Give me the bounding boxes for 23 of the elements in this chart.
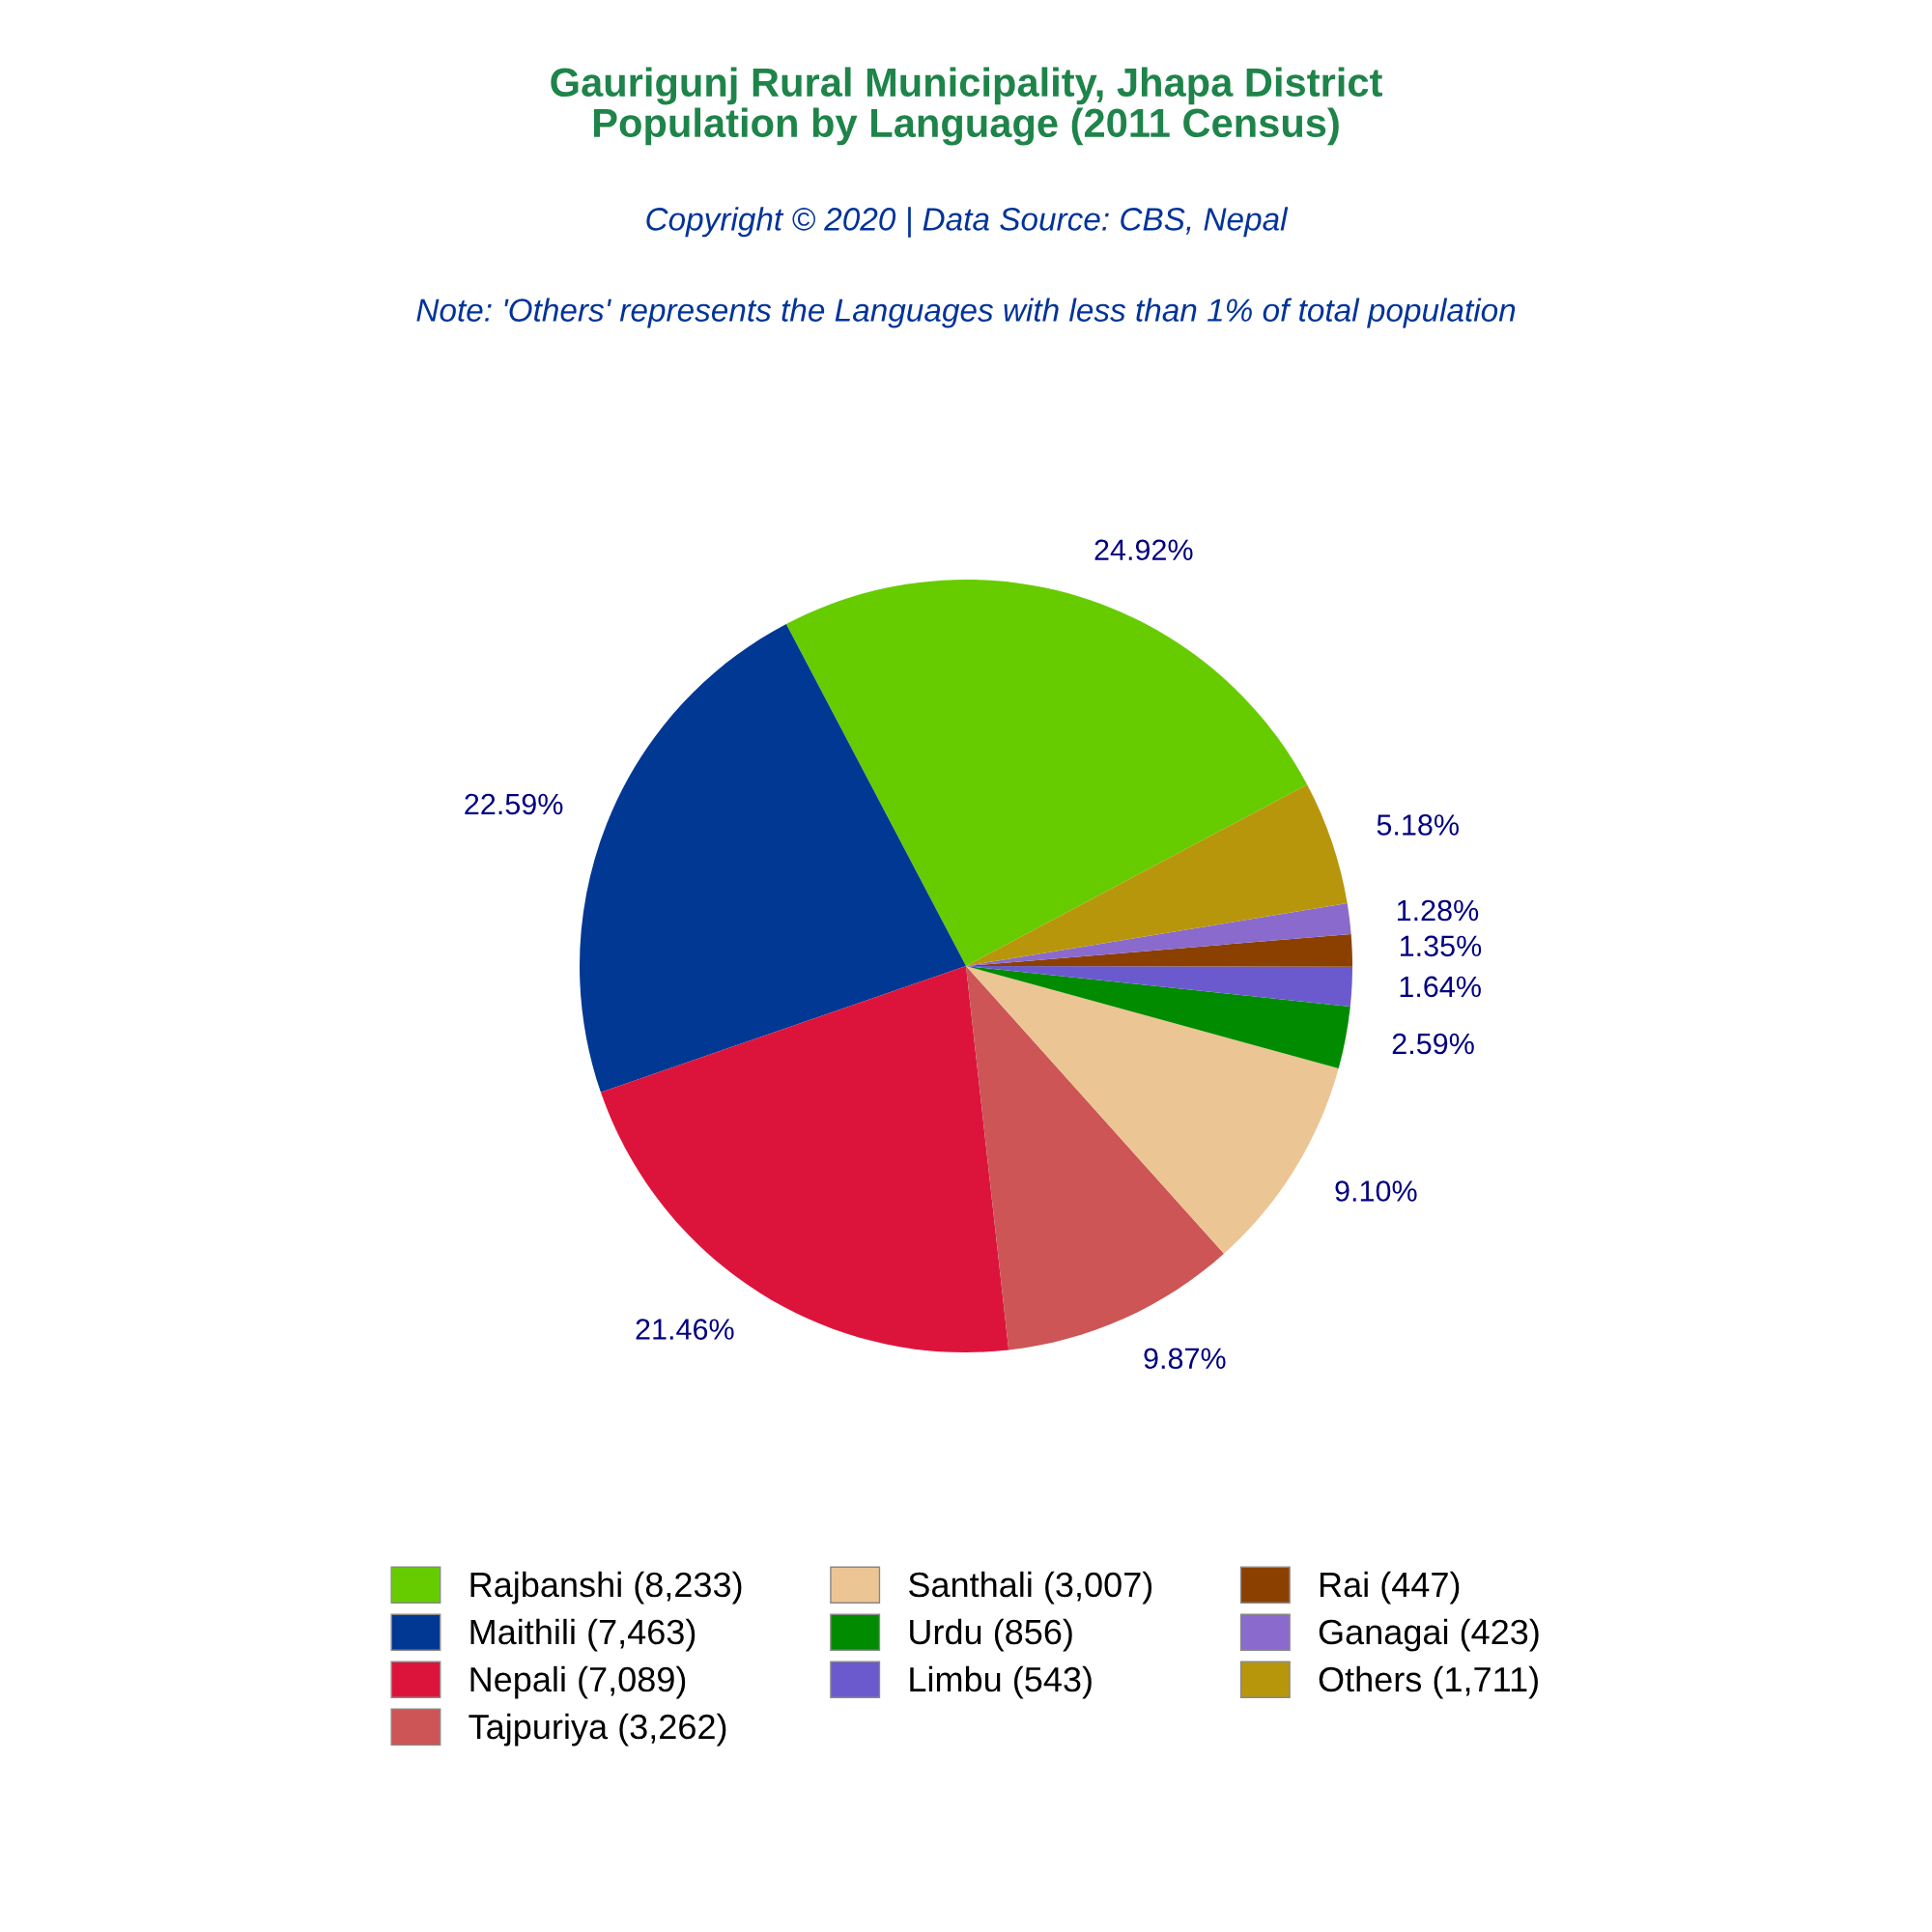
data-label: 1.35% bbox=[1400, 935, 1482, 957]
legend-label: Santhali (3,007) bbox=[908, 1571, 1152, 1605]
legend-label: Nepali (7,089) bbox=[470, 1665, 686, 1699]
legend-label: Rajbanshi (8,233) bbox=[470, 1571, 742, 1605]
text: Note: 'Others' represents the Languages with less than 1% of total population bbox=[416, 298, 1516, 328]
chart-subtitle: Copyright © 2020 | Data Source: CBS, Nepal bbox=[646, 207, 1289, 238]
legend-label: Others (1,711) bbox=[1319, 1665, 1538, 1699]
legend-label: Rai (447) bbox=[1320, 1571, 1460, 1605]
legend-label: Ganagai (423) bbox=[1319, 1618, 1539, 1652]
data-label: 9.10% bbox=[1335, 1180, 1417, 1202]
legend-label: Tajpuriya (3,262) bbox=[469, 1713, 726, 1747]
data-label: 24.92% bbox=[1094, 539, 1193, 561]
legend-label: Urdu (856) bbox=[910, 1618, 1072, 1652]
data-label: 5.18% bbox=[1377, 814, 1459, 836]
data-label: 2.59% bbox=[1392, 1033, 1474, 1055]
chart-title: Gaurigunj Rural Municipality, Jhapa District Population by Language (2011 Census) bbox=[551, 67, 1382, 146]
data-label: 1.28% bbox=[1397, 899, 1479, 922]
data-label: 1.64% bbox=[1400, 976, 1481, 998]
legend-label: Limbu (543) bbox=[910, 1665, 1092, 1699]
legend-label: Maithili (7,463) bbox=[470, 1618, 696, 1652]
data-label: 22.59% bbox=[465, 793, 563, 815]
data-label: 9.87% bbox=[1144, 1348, 1226, 1370]
data-label: 21.46% bbox=[636, 1319, 734, 1340]
